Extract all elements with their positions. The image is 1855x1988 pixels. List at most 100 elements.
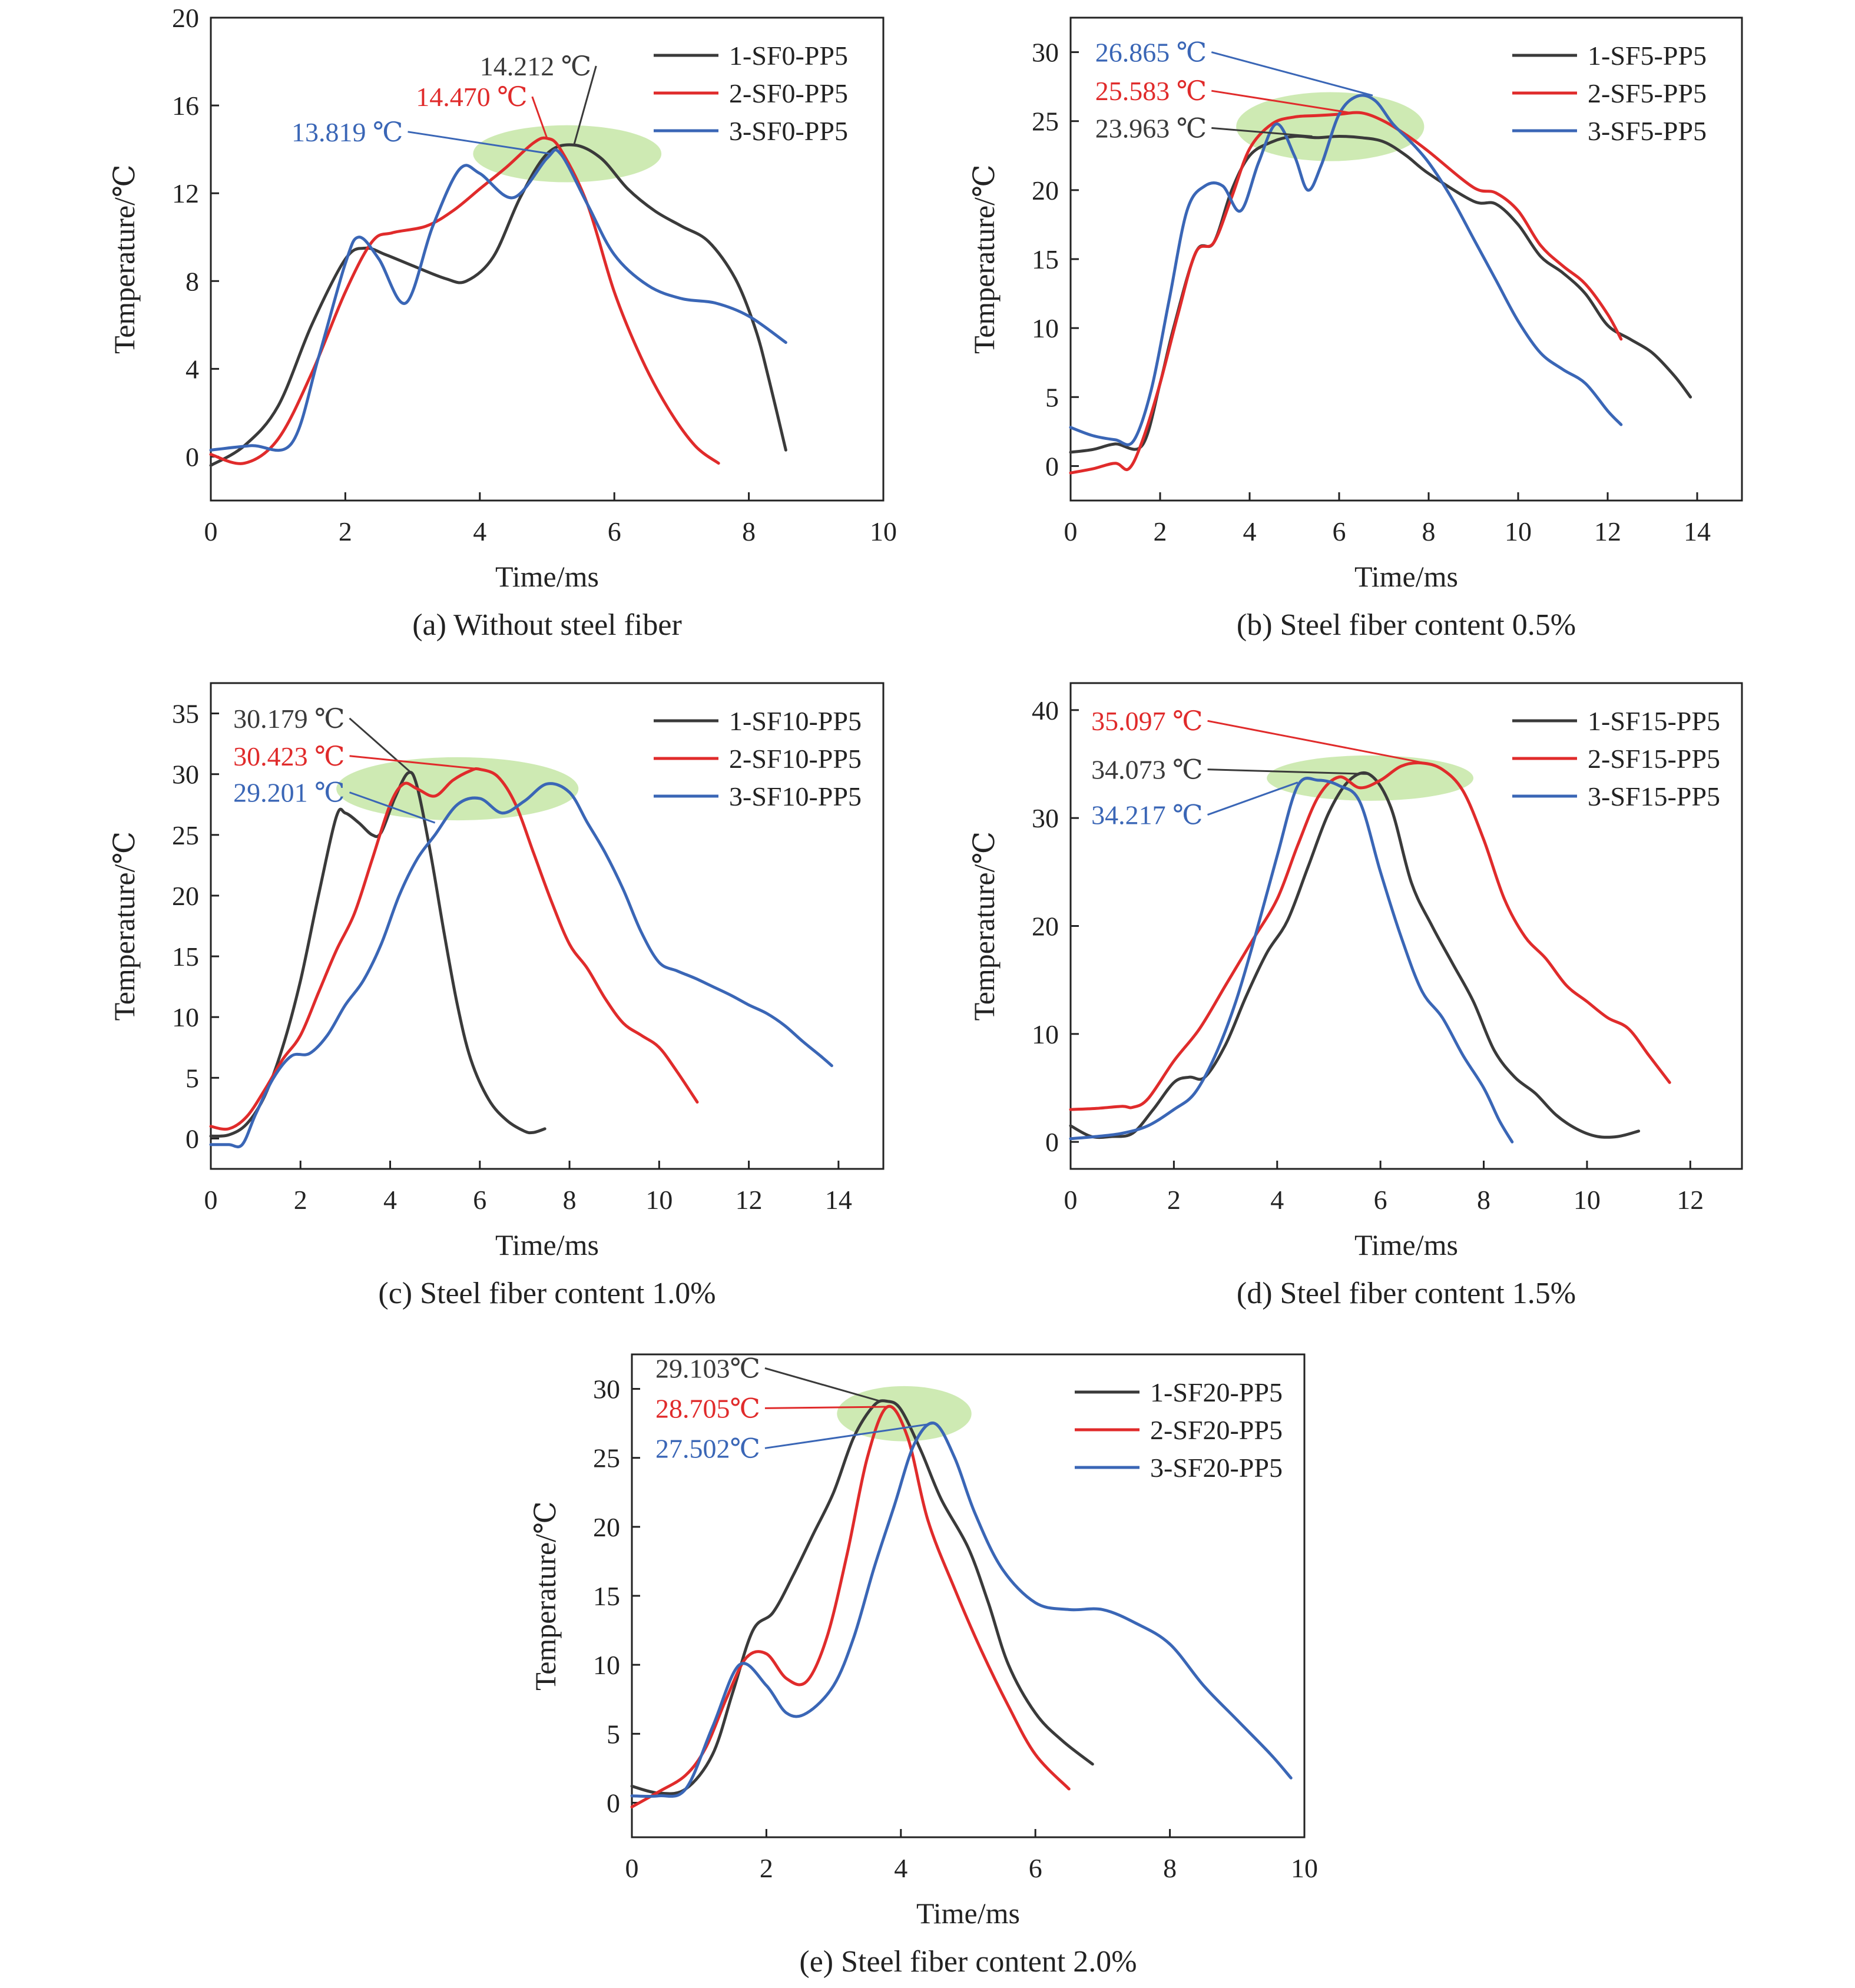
x-tick-label: 8 (1163, 1853, 1177, 1883)
peak-value-label-3: 26.865 ℃ (1095, 38, 1207, 68)
chart-panel-c: 0 2 4 6 8 10 12 14 0 5 10 15 20 25 30 35 Time/ms Temperat… (108, 682, 885, 1310)
y-axis-title: Temperature/℃ (108, 831, 141, 1021)
legend-label-2: 2-SF10-PP5 (729, 744, 862, 774)
y-tick-label: 30 (1032, 38, 1059, 68)
x-tick-label: 4 (1243, 516, 1257, 546)
peak-value-label-2: 28.705℃ (655, 1393, 760, 1423)
y-tick-label: 15 (1032, 244, 1059, 274)
x-tick-label: 14 (825, 1185, 852, 1215)
peak-value-label-3: 27.502℃ (655, 1433, 760, 1463)
legend-label-2: 2-SF0-PP5 (729, 78, 848, 108)
series-line-2 (1069, 111, 1623, 475)
series-line-3 (209, 782, 833, 1149)
x-tick-label: 4 (473, 516, 486, 546)
x-tick-label: 8 (1422, 516, 1436, 546)
y-axis-title: Temperature/℃ (529, 1501, 562, 1691)
legend-label-2: 2-SF15-PP5 (1588, 744, 1720, 774)
series-line-1 (209, 771, 546, 1138)
y-tick-label: 5 (607, 1719, 620, 1749)
x-tick-label: 8 (563, 1185, 577, 1215)
y-tick-label: 35 (172, 699, 199, 729)
peak-value-label-1: 29.103℃ (655, 1353, 760, 1383)
legend-label-2: 2-SF5-PP5 (1588, 78, 1707, 108)
peak-leader-line-1 (764, 1367, 881, 1403)
y-tick-label: 40 (1032, 695, 1059, 725)
x-tick-label: 6 (608, 516, 621, 546)
y-tick-label: 20 (1032, 912, 1059, 942)
peak-leader-line-2 (764, 1406, 887, 1409)
series-line-3 (630, 1422, 1293, 1798)
x-tick-label: 14 (1684, 516, 1711, 546)
series-line-3 (1069, 94, 1623, 446)
y-tick-label: 0 (1045, 451, 1059, 481)
x-tick-label: 10 (1291, 1853, 1318, 1883)
peak-value-label-1: 14.212 ℃ (480, 51, 591, 81)
legend-label-3: 3-SF5-PP5 (1588, 116, 1707, 146)
y-tick-label: 10 (1032, 313, 1059, 343)
x-tick-label: 0 (625, 1853, 639, 1883)
x-tick-label: 0 (204, 1185, 218, 1215)
series-line-3 (209, 148, 787, 452)
x-axis-title: Time/ms (495, 560, 599, 593)
peak-value-label-1: 30.179 ℃ (233, 704, 344, 734)
legend-label-3: 3-SF10-PP5 (729, 781, 862, 811)
peak-leader-line-1 (573, 65, 597, 145)
x-tick-label: 10 (1574, 1185, 1601, 1215)
y-tick-label: 0 (1045, 1127, 1059, 1157)
x-tick-label: 10 (1505, 516, 1532, 546)
legend-label-3: 3-SF0-PP5 (729, 116, 848, 146)
peak-leader-line-3 (1211, 51, 1373, 97)
series-line-3 (1069, 777, 1514, 1144)
y-tick-label: 15 (593, 1581, 620, 1611)
legend-label-1: 1-SF10-PP5 (729, 706, 862, 736)
series-line-2 (1069, 761, 1671, 1111)
y-tick-label: 20 (172, 881, 199, 911)
peak-highlight (1267, 755, 1474, 801)
y-tick-label: 25 (172, 820, 199, 850)
legend-label-2: 2-SF20-PP5 (1150, 1415, 1283, 1445)
y-tick-label: 15 (172, 942, 199, 972)
y-tick-label: 16 (172, 91, 199, 121)
peak-value-label-1: 23.963 ℃ (1095, 113, 1207, 143)
peak-highlight (1236, 92, 1425, 161)
series-line-2 (209, 767, 699, 1131)
plot-frame (210, 682, 885, 1170)
y-tick-label: 5 (1045, 382, 1059, 412)
chart-panel-e: 0 2 4 6 8 10 0 5 10 15 20 25 30 Time/ms Temperature/℃ (… (529, 1353, 1318, 1979)
x-tick-label: 0 (1064, 1185, 1078, 1215)
peak-leader-line-2 (1207, 720, 1425, 764)
y-tick-label: 5 (186, 1063, 199, 1093)
chart-panel-b: 0 2 4 6 8 10 12 14 0 5 10 15 20 25 30 Time/ms Temperatur… (968, 16, 1743, 642)
legend-label-1: 1-SF15-PP5 (1588, 706, 1720, 736)
peak-leader-line-2 (1211, 90, 1353, 114)
x-tick-label: 10 (645, 1185, 673, 1215)
x-tick-label: 6 (1333, 516, 1346, 546)
legend-label-1: 1-SF5-PP5 (1588, 41, 1707, 71)
y-tick-label: 20 (1032, 175, 1059, 206)
x-axis-title: Time/ms (1354, 560, 1458, 593)
x-tick-label: 6 (1029, 1853, 1042, 1883)
y-tick-label: 0 (186, 1124, 199, 1154)
y-tick-label: 25 (1032, 107, 1059, 137)
y-tick-label: 8 (186, 266, 199, 296)
x-tick-label: 4 (1270, 1185, 1284, 1215)
series-line-2 (209, 136, 720, 465)
legend-label-3: 3-SF15-PP5 (1588, 781, 1720, 811)
peak-highlight (473, 125, 662, 183)
series-line-2 (630, 1404, 1071, 1808)
y-tick-label: 10 (593, 1650, 620, 1680)
y-tick-label: 10 (172, 1002, 199, 1032)
x-tick-label: 2 (294, 1185, 307, 1215)
y-tick-label: 30 (593, 1374, 620, 1404)
x-tick-label: 2 (339, 516, 352, 546)
y-tick-label: 12 (172, 178, 199, 208)
x-tick-label: 2 (760, 1853, 773, 1883)
x-tick-label: 2 (1154, 516, 1167, 546)
x-tick-label: 0 (1064, 516, 1078, 546)
peak-leader-line-1 (1207, 768, 1370, 776)
y-tick-label: 20 (593, 1512, 620, 1542)
legend-label-1: 1-SF20-PP5 (1150, 1377, 1283, 1407)
peak-value-label-3: 34.217 ℃ (1091, 800, 1203, 830)
y-axis-title: Temperature/℃ (968, 164, 1001, 354)
legend-label-1: 1-SF0-PP5 (729, 41, 848, 71)
